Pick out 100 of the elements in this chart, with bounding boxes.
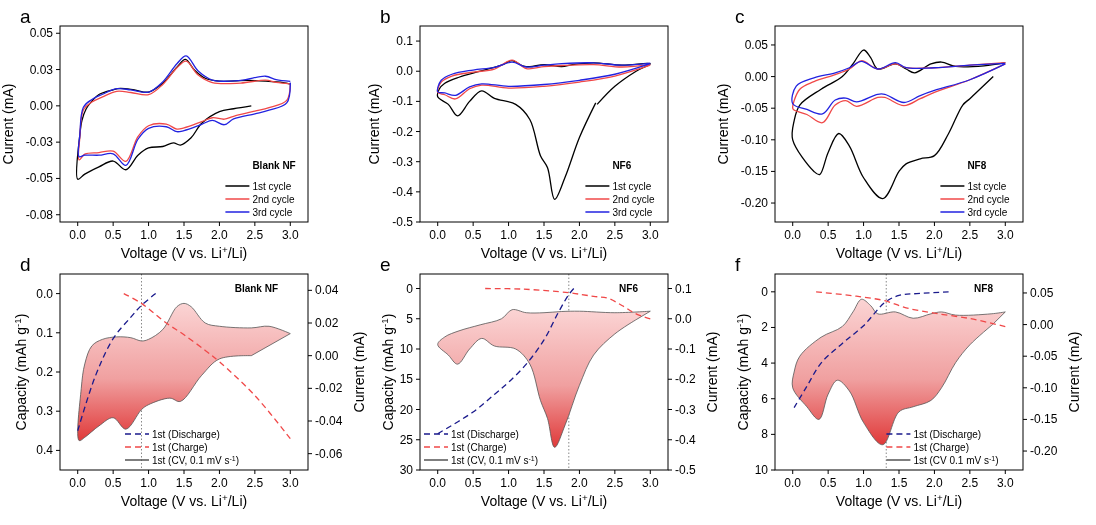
legend-label: 1st (Discharge) (913, 429, 982, 440)
y-tick-label: -0.3 (392, 154, 414, 169)
y2-tick-label: -0.15 (1030, 412, 1058, 427)
legend-label: 1st cycle (612, 181, 652, 192)
y2-tick-label: 0.04 (315, 283, 339, 298)
x-tick-label: 1.5 (535, 476, 553, 490)
x-tick-label: 0.5 (819, 228, 837, 242)
x-tick-label: 0.0 (784, 228, 802, 242)
y-tick-label: 5 (406, 311, 414, 326)
y-tick-label: -0.5 (392, 215, 414, 229)
annotation: NF8 (967, 160, 987, 171)
y-axis-title: Current (mA) (366, 83, 383, 165)
x-tick-label: 2.0 (926, 476, 944, 490)
x-tick-label: 3.0 (281, 476, 299, 490)
chart-title: e (380, 254, 391, 275)
y2-tick-label: -0.4 (675, 432, 696, 447)
legend-label: 1st (Charge) (451, 442, 507, 453)
line-series (77, 292, 157, 432)
y-tick-label: 10 (399, 342, 414, 357)
y-axis-title: Current (mA) (714, 83, 731, 165)
x-tick-label: 2.0 (211, 228, 229, 242)
legend-label: 2nd cycle (252, 194, 296, 205)
x-axis-title: Voltage (V vs. Li$^{+}$/Li) (835, 491, 963, 509)
y-tick-label: -0.08 (25, 207, 54, 222)
x-tick-label: 0.0 (69, 228, 87, 242)
legend-label: 1st cycle (252, 181, 292, 192)
legend-label: 1st (CV, 0.1 mV s$^{-1}$) (152, 454, 240, 466)
annotation: Blank NF (234, 283, 278, 294)
legend-label: 1st (Charge) (152, 442, 208, 453)
y-tick-label: 8 (761, 427, 769, 442)
x-tick-label: 3.0 (996, 228, 1014, 242)
x-tick-label: 2.5 (246, 476, 264, 490)
chart-title: b (380, 6, 391, 27)
y2-tick-label: -0.04 (315, 414, 343, 428)
annotation: NF6 (619, 283, 639, 294)
x-tick-label: 3.0 (641, 476, 659, 490)
x-tick-label: 0.0 (429, 476, 447, 490)
x-tick-label: 0.5 (464, 476, 482, 490)
y2-tick-label: -0.1 (675, 342, 696, 357)
y2-tick-label: -0.02 (315, 381, 343, 396)
legend-label: 2nd cycle (612, 194, 656, 205)
x-axis-title: Voltage (V vs. Li$^{+}$/Li) (835, 243, 963, 261)
x-axis-title: Voltage (V vs. Li$^{+}$/Li) (120, 243, 248, 261)
y2-tick-label: -0.2 (675, 372, 696, 387)
x-tick-label: 1.5 (890, 476, 908, 490)
y2-tick-label: -0.05 (1030, 349, 1058, 364)
x-tick-label: 3.0 (641, 228, 659, 242)
annotation: NF8 (974, 283, 994, 294)
y2-tick-label: -0.5 (675, 463, 696, 477)
y-tick-label: -0.05 (740, 101, 769, 116)
y-tick-label: -0.15 (740, 164, 769, 179)
line-series (793, 291, 950, 409)
x-tick-label: 1.5 (535, 228, 553, 242)
x-tick-label: 1.0 (500, 476, 518, 490)
chart-title: c (735, 6, 745, 27)
y2-tick-label: 0.00 (315, 348, 339, 363)
annotation: NF6 (612, 160, 632, 171)
x-tick-label: 2.5 (606, 228, 624, 242)
x-tick-label: 3.0 (281, 228, 299, 242)
x-axis-title: Voltage (V vs. Li$^{+}$/Li) (480, 243, 608, 261)
x-tick-label: 1.0 (140, 476, 158, 490)
y-tick-label: 20 (399, 402, 414, 417)
legend-label: 1st (Discharge) (152, 429, 220, 440)
y2-tick-label: -0.06 (315, 446, 343, 461)
y2-tick-label: 0.05 (1030, 285, 1054, 300)
y-tick-label: -0.03 (25, 135, 54, 150)
y-tick-label: 6 (761, 391, 769, 406)
y-tick-label: 0.05 (744, 37, 769, 52)
y-tick-label: 0.05 (29, 26, 54, 41)
x-tick-label: 1.5 (175, 476, 193, 490)
x-tick-label: 2.0 (571, 228, 589, 242)
legend-label: 1st (CV, 0.1 mV s$^{-1}$) (451, 454, 539, 466)
y-tick-label: 0 (761, 284, 769, 299)
legend-label: 1st cycle (967, 181, 1007, 192)
legend-label: 1st (Charge) (913, 442, 969, 453)
y-tick-label: 0.03 (29, 62, 54, 77)
x-tick-label: 0.0 (784, 476, 802, 490)
y2-tick-label: 0.02 (315, 316, 339, 330)
y-tick-label: 4 (761, 356, 769, 371)
x-tick-label: 0.5 (104, 476, 122, 490)
y2-tick-label: 0.00 (1030, 317, 1054, 332)
x-tick-label: 0.0 (69, 476, 87, 490)
chart-title: a (20, 6, 31, 27)
x-tick-label: 2.0 (926, 228, 944, 242)
y-tick-label: -0.4 (392, 184, 414, 199)
y-axis-title: Current (mA) (0, 83, 16, 165)
legend-label: 2nd cycle (967, 194, 1011, 205)
y-tick-label: 0.2 (36, 365, 54, 379)
line-series (815, 291, 1006, 328)
x-tick-label: 2.5 (246, 228, 264, 242)
x-axis-title: Voltage (V vs. Li$^{+}$/Li) (480, 491, 608, 509)
x-tick-label: 1.5 (890, 228, 908, 242)
y-tick-label: 0.00 (29, 98, 54, 113)
x-tick-label: 1.0 (855, 476, 873, 490)
y2-tick-label: 0.0 (675, 311, 693, 326)
y2-tick-label: -0.3 (675, 402, 696, 417)
chart-title: d (20, 254, 31, 275)
y2-tick-label: -0.20 (1030, 444, 1058, 459)
y-tick-label: 10 (754, 463, 769, 477)
y-tick-label: 25 (399, 432, 414, 447)
